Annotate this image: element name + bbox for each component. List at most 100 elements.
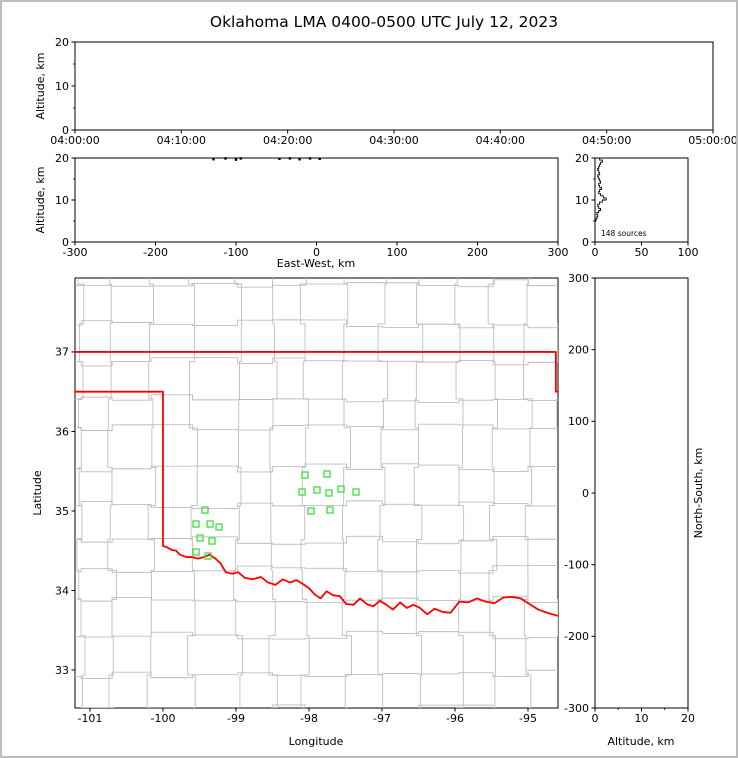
county-line: [76, 278, 86, 708]
source-point: [239, 157, 243, 160]
map-panel-x-tick-label: -98: [300, 712, 318, 725]
ns-panel-y-tick-label: 100: [568, 415, 589, 428]
station-marker: [326, 506, 334, 514]
plot-render-layer: 04:00:00 04:10:00 04:20:00 04:30:00 04:40:00…: [50, 36, 737, 725]
county-line: [556, 323, 558, 637]
ns-panel-y-tick-label: -300: [564, 702, 589, 715]
source-point: [298, 158, 301, 161]
station-marker: [307, 507, 315, 515]
map-layers: [75, 278, 558, 708]
time-panel-x-tick-label: 05:00:00: [688, 134, 737, 147]
map-panel-x-tick-label: -100: [150, 712, 175, 725]
figure-title: Oklahoma LMA 0400-0500 UTC July 12, 2023: [210, 13, 558, 31]
map-ylabel: Latitude: [31, 470, 44, 516]
station-marker: [323, 470, 331, 478]
station-marker: [196, 534, 204, 542]
map-xlabel: Longitude: [289, 735, 344, 748]
county-line: [75, 595, 558, 604]
ew-panel-y-tick-label: 10: [55, 194, 69, 207]
hist-panel-y-tick-label: 20: [575, 152, 589, 165]
station-marker: [352, 488, 360, 496]
county-line: [75, 500, 558, 509]
hist-panel-x-tick-label: 0: [592, 246, 599, 259]
sources-count-label: 148 sources: [601, 229, 647, 238]
county-line: [268, 278, 278, 708]
ew-panel-y-tick-label: 0: [62, 236, 69, 249]
ns-panel-x-tick-label: 0: [592, 712, 599, 725]
station-marker: [204, 552, 212, 560]
county-line: [233, 278, 243, 708]
ns-panel-y-tick-label: -200: [564, 630, 589, 643]
time-panel-y-tick-label: 0: [62, 124, 69, 137]
hist-panel-y-tick-label: 10: [575, 194, 589, 207]
time-panel-frame: [74, 41, 714, 131]
county-line: [75, 319, 558, 329]
source-point: [308, 157, 312, 160]
map-panel-y-tick-label: 33: [55, 664, 69, 677]
ns-panel-y-tick-label: 300: [568, 272, 589, 285]
ew-panel-x-tick-label: -200: [143, 246, 168, 259]
map-panel-y-tick-label: 36: [55, 425, 69, 438]
county-line: [75, 279, 558, 288]
station-marker: [192, 548, 200, 556]
time-panel-x-tick-label: 04:30:00: [369, 134, 418, 147]
hist-panel-y-tick-label: 0: [582, 236, 589, 249]
county-line: [75, 565, 558, 574]
county-line: [146, 278, 157, 708]
station-marker: [325, 489, 333, 497]
station-marker: [206, 520, 214, 528]
ns-panel-y-tick-label: -100: [564, 558, 589, 571]
station-marker: [192, 520, 200, 528]
ns-panel-y-tick-label: 0: [582, 487, 589, 500]
ew-panel-x-tick-label: -100: [224, 246, 249, 259]
map-panel-y-tick-label: 34: [55, 584, 69, 597]
county-line: [413, 278, 424, 708]
ew-panel-ylabel: Altitude, km: [34, 166, 47, 233]
station-marker: [208, 537, 216, 545]
source-point: [278, 157, 281, 161]
ew-panel-y-tick-label: 20: [55, 152, 69, 165]
hist-panel-x-tick-label: 100: [678, 246, 699, 259]
county-line: [75, 630, 558, 640]
time-panel-x-tick-label: 04:40:00: [476, 134, 525, 147]
county-line: [75, 669, 558, 680]
source-point: [224, 157, 227, 160]
time-panel-y-tick-label: 10: [55, 80, 69, 93]
state-boundary-line: [75, 351, 558, 393]
county-line: [75, 463, 558, 473]
county-line: [75, 394, 558, 403]
ew-panel-x-tick-label: -300: [63, 246, 88, 259]
ew-panel-xlabel: East-West, km: [277, 257, 355, 270]
altitude-histogram-trace: [595, 157, 607, 222]
county-line: [75, 357, 558, 367]
source-point: [234, 158, 238, 161]
map-panel-x-tick-label: -99: [227, 712, 245, 725]
county-line: [487, 278, 498, 708]
map-panel-x-tick-label: -95: [519, 712, 537, 725]
county-line: [75, 535, 558, 545]
station-marker: [313, 486, 321, 494]
source-point: [318, 157, 321, 161]
map-panel-x-tick-label: -97: [373, 712, 391, 725]
ew-panel-frame: [74, 157, 559, 243]
time-panel-x-tick-label: 04:00:00: [50, 134, 99, 147]
station-marker: [337, 485, 345, 493]
ns-panel-x-tick-label: 20: [681, 712, 695, 725]
map-panel-x-tick-label: -96: [446, 712, 464, 725]
time-panel-ylabel: Altitude, km: [34, 52, 47, 119]
station-marker: [215, 523, 223, 531]
ns-panel-x-tick-label: 10: [635, 712, 649, 725]
county-line: [377, 278, 389, 708]
map-panel-y-tick-label: 37: [55, 346, 69, 359]
ns-panel-xlabel: Altitude, km: [607, 735, 674, 748]
ns-panel-ylabel: North-South, km: [692, 448, 705, 539]
county-line: [341, 278, 352, 708]
station-marker: [301, 471, 309, 479]
county-line: [75, 423, 558, 431]
time-panel-x-tick-label: 04:20:00: [263, 134, 312, 147]
ns-panel-frame: [594, 277, 689, 709]
source-point: [212, 158, 215, 161]
county-line: [107, 278, 117, 708]
